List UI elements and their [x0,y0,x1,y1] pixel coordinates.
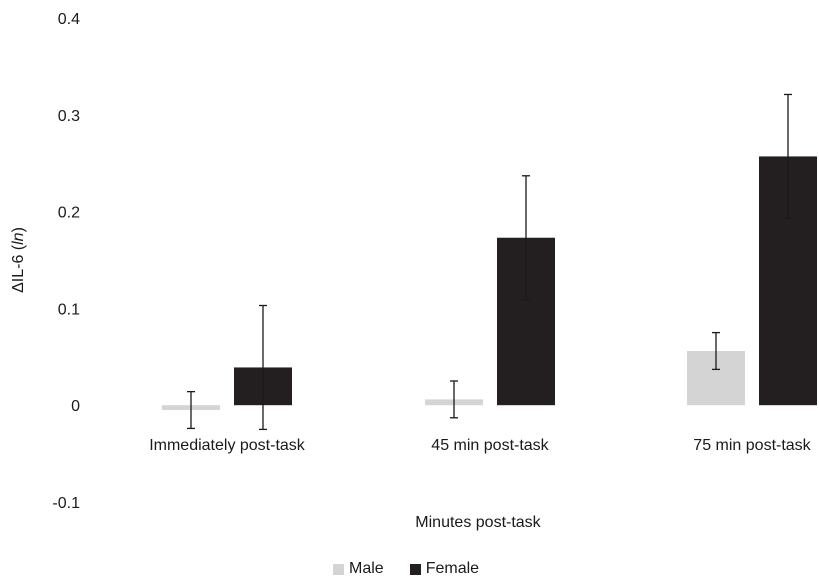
x-axis-ticks: Immediately post-task 45 min post-task 75 … [149,437,811,454]
y-tick-label: 0.4 [58,11,80,28]
error-bar-female [522,175,530,301]
legend-item-male: Male [333,560,384,578]
x-axis-title: Minutes post-task [415,514,541,531]
error-bar-male [187,390,195,430]
y-axis-title-main: ΔIL-6 ( [10,244,27,293]
legend-item-female: Female [409,560,480,578]
x-tick-label: Immediately post-task [149,437,306,454]
error-bar-female [259,304,267,431]
y-axis-title: ΔIL-6 (ln) [10,227,27,293]
y-axis-ticks: -0.1 0 0.1 0.2 0.3 0.4 [52,11,80,512]
bars [162,156,817,411]
legend-swatch-male [333,563,344,575]
y-tick-label: 0.3 [58,108,80,125]
y-axis-title-end: ) [10,227,27,232]
error-bars [187,93,792,431]
error-bar-male [712,331,720,371]
error-bar-female [784,93,792,220]
legend-swatch-female [409,563,421,575]
y-tick-label: 0 [71,398,80,415]
legend-label-male: Male [349,560,384,577]
y-tick-label: 0.1 [58,301,80,318]
y-tick-label: 0.2 [58,205,80,222]
error-bar-male [450,380,458,419]
y-axis-title-italic: ln [10,232,27,245]
x-tick-label: 75 min post-task [693,437,811,454]
x-tick-label: 45 min post-task [431,437,549,454]
y-tick-label: -0.1 [52,495,80,512]
legend-label-female: Female [425,560,480,577]
legend: Male Female [333,560,505,578]
